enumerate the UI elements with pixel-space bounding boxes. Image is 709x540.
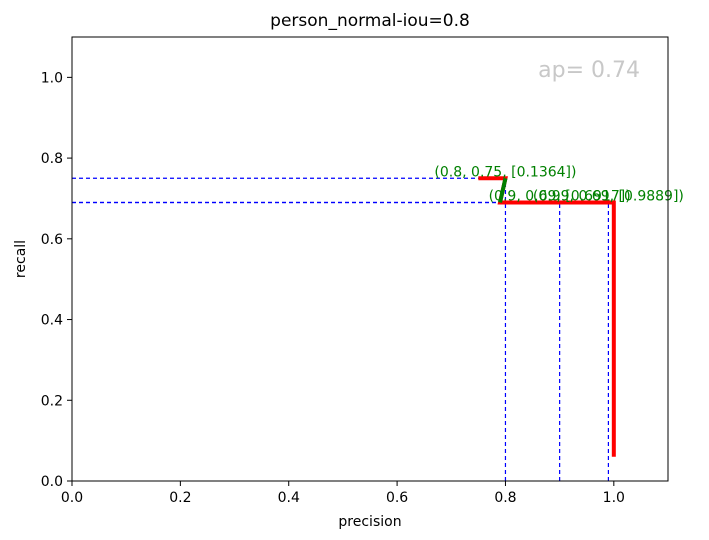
x-tick-label-5: 1.0 <box>603 490 625 506</box>
y-tick-label-4: 0.8 <box>41 151 63 167</box>
y-tick-label-1: 0.2 <box>41 393 63 409</box>
axes-frame <box>71 36 669 482</box>
y-axis-label: recall <box>13 240 29 278</box>
x-tick-label-2: 0.4 <box>278 490 300 506</box>
x-tick-label-0: 0.0 <box>61 490 83 506</box>
point-annotation-1: (0.9, 0.69, [0.6917]) <box>489 188 631 204</box>
x-tick-label-3: 0.6 <box>386 490 408 506</box>
axes: 0.0 0.2 0.4 0.6 0.8 1.0 0.0 0.2 0.4 0.6 0.8 1.0 <box>41 70 625 506</box>
x-axis-label: precision <box>338 514 401 530</box>
plot-area: (0.8, 0.75, [0.1364]) (0.9, 0.69, [0.6917… <box>72 164 684 481</box>
y-tick-label-5: 1.0 <box>41 70 63 86</box>
chart-title: person_normal-iou=0.8 <box>270 11 470 31</box>
ap-label: ap= 0.74 <box>538 58 640 83</box>
y-tick-label-2: 0.4 <box>41 313 63 329</box>
point-annotation-0: (0.8, 0.75, [0.1364]) <box>434 164 576 180</box>
point-annotation-2: (0.99, 0.69, [0.9889]) <box>533 188 684 204</box>
x-tick-label-1: 0.2 <box>169 490 191 506</box>
pr-curve-line <box>478 176 616 457</box>
y-tick-label-0: 0.0 <box>41 474 63 490</box>
x-tick-label-4: 0.8 <box>494 490 516 506</box>
y-tick-label-3: 0.6 <box>41 232 63 248</box>
pr-curve-highlight <box>498 177 508 203</box>
